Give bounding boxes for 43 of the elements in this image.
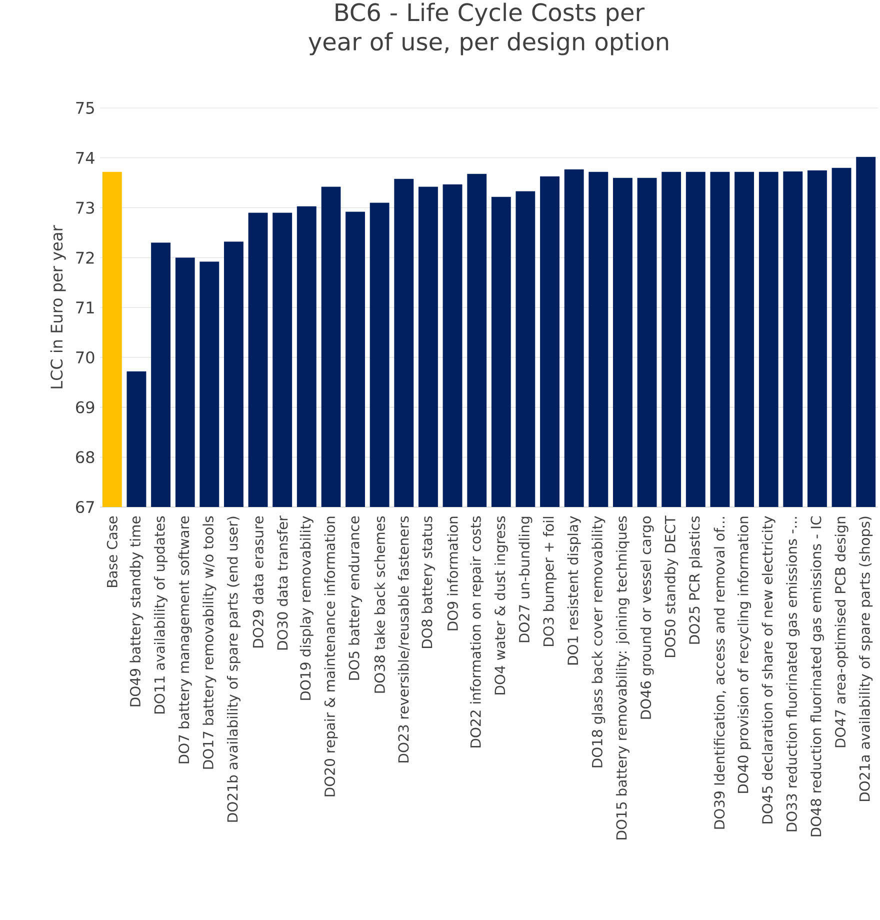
y-tick-label: 69 xyxy=(76,401,94,414)
x-tick-label: DO9 information xyxy=(447,516,458,630)
x-tick-label: DO39 Identification, access and removal of... xyxy=(714,517,726,829)
x-tick-label: Base Case xyxy=(106,516,118,588)
x-tick-label: DO4 water & dust ingress xyxy=(494,516,508,694)
x-tick-label: DO48 reduction fluorinated gas emissions - IC xyxy=(810,516,824,836)
x-tick-label: DO15 battery removability: joining techniques xyxy=(616,516,630,840)
x-tick-label: DO11 availability of updates xyxy=(154,516,168,714)
x-tick-label: DO46 ground or vessel cargo xyxy=(640,516,654,719)
x-tick-label: DO49 battery standby time xyxy=(130,516,144,706)
y-tick-label: 67 xyxy=(76,500,94,514)
x-tick-label: DO17 battery removability w/o tools xyxy=(202,516,216,769)
y-tick-label: 71 xyxy=(76,302,94,314)
x-tick-label: DO33 reduction fluorinated gas emissions -... xyxy=(786,517,800,832)
y-tick-label: 73 xyxy=(76,202,94,214)
x-tick-label: DO5 battery endurance xyxy=(348,516,362,680)
x-tick-label: DO3 bumper + foil xyxy=(543,516,557,646)
x-tick-label: DO40 provision of recycling information xyxy=(738,516,752,793)
x-tick-label: DO30 data transfer xyxy=(276,516,288,650)
x-tick-label: DO7 battery management software xyxy=(178,516,192,764)
y-tick-label: 68 xyxy=(76,451,94,464)
y-tick-label: 70 xyxy=(76,351,94,364)
x-tick-label: DO1 resistent display xyxy=(567,516,581,665)
x-tick-label: DO22 information on repair costs xyxy=(470,516,484,748)
x-tick-label: DO27 un-bundling xyxy=(518,516,532,642)
x-tick-label: DO38 take back schemes xyxy=(374,516,385,693)
y-tick-label: 72 xyxy=(76,252,94,264)
x-tick-label: DO23 reversible/reusable fasteners xyxy=(398,516,410,762)
y-axis-title: LCC in Euro per year xyxy=(50,225,66,388)
x-tick-label: DO25 PCR plastics xyxy=(688,516,702,644)
x-tick-label: DO21b availability of spare parts (end user) xyxy=(226,516,240,822)
x-tick-label: DO21a availability of spare parts (shops) xyxy=(859,516,873,801)
x-tick-label: DO19 display removability xyxy=(300,516,314,700)
x-tick-label: DO50 standby DECT xyxy=(664,516,678,658)
chart-title: BC6 - Life Cycle Costs per year of use, per design option xyxy=(308,2,668,56)
y-tick-label: 74 xyxy=(76,152,94,164)
x-tick-label: DO20 repair & maintenance information xyxy=(324,516,338,796)
x-tick-label: DO8 battery status xyxy=(421,516,435,648)
x-tick-label: DO47 area-optimised PCB design xyxy=(834,516,848,748)
x-tick-label: DO45 declaration of share of new electricity xyxy=(762,516,776,824)
x-tick-label: DO29 data erasure xyxy=(252,516,264,648)
y-tick-label: 75 xyxy=(76,102,94,114)
x-tick-label: DO18 glass back cover removability xyxy=(592,516,606,768)
